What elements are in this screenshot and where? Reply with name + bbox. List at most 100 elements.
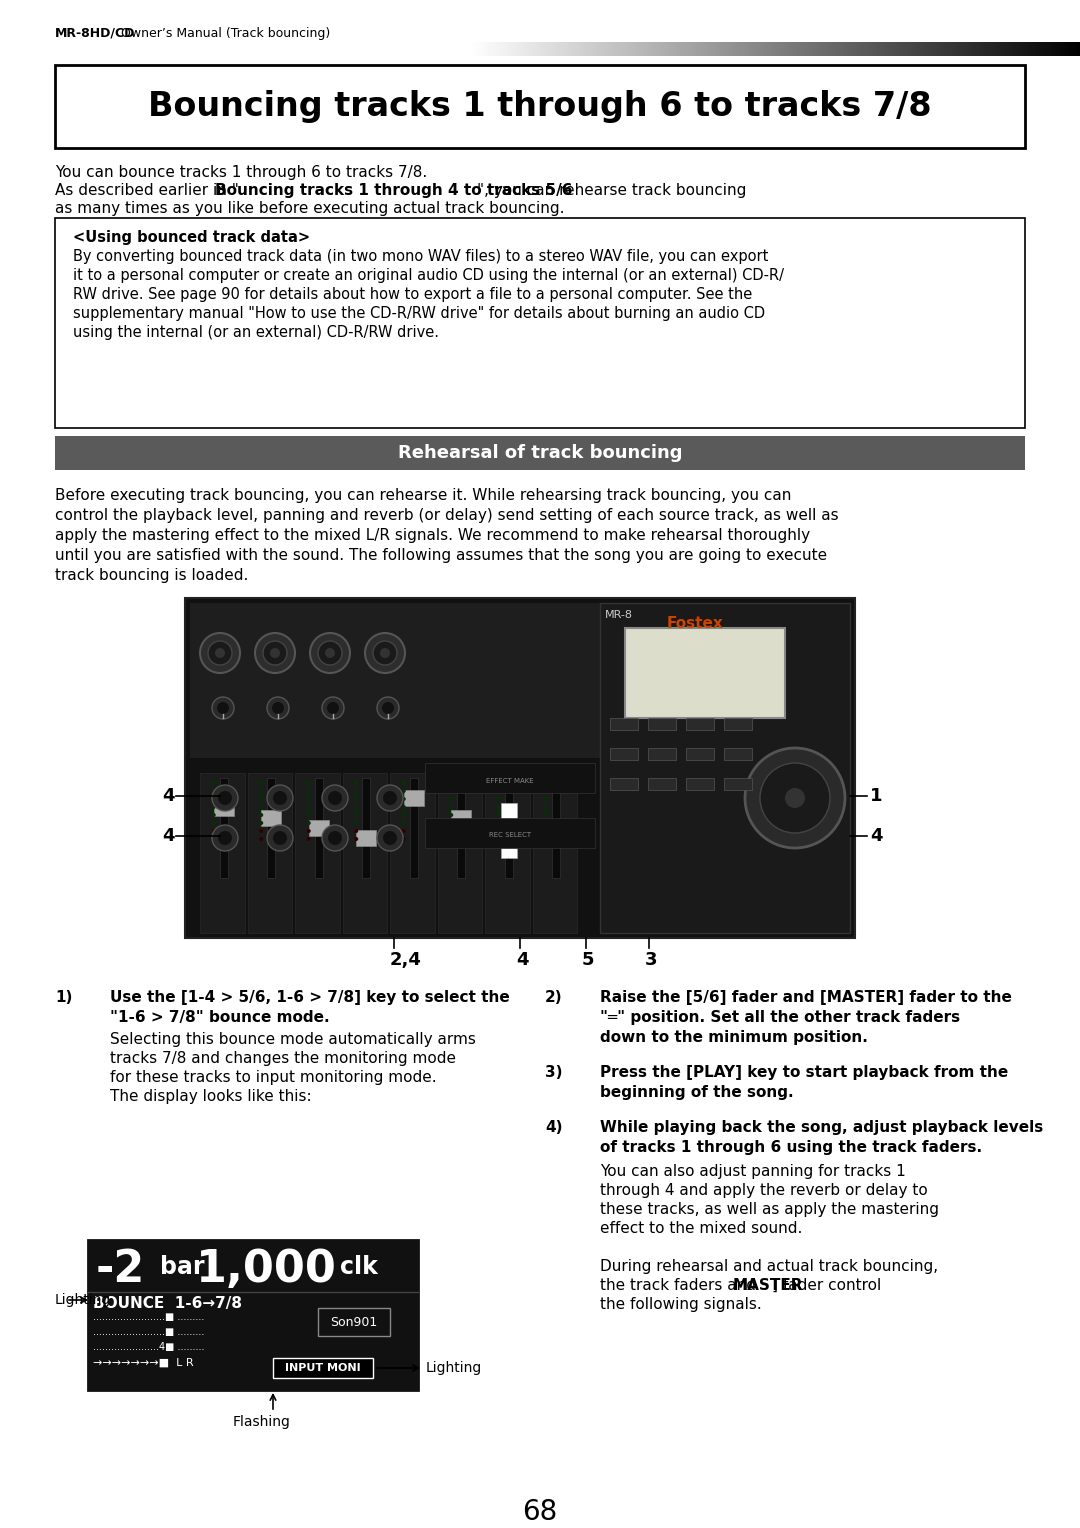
Bar <box>426 762 595 793</box>
Circle shape <box>259 805 264 808</box>
Bar <box>185 597 855 938</box>
Circle shape <box>273 792 287 805</box>
Bar <box>534 41 535 57</box>
Text: 2,4: 2,4 <box>390 950 422 969</box>
Text: 3): 3) <box>545 1065 563 1080</box>
Bar <box>485 773 529 934</box>
Bar <box>200 773 244 934</box>
Bar <box>813 41 815 57</box>
Bar <box>513 41 515 57</box>
Bar <box>1021 41 1023 57</box>
Bar <box>1007 41 1009 57</box>
Circle shape <box>212 825 238 851</box>
Bar <box>856 41 859 57</box>
Text: Lighting: Lighting <box>55 1293 111 1306</box>
Bar <box>677 41 679 57</box>
Bar <box>566 41 568 57</box>
Circle shape <box>200 633 240 672</box>
Circle shape <box>497 798 501 801</box>
Bar <box>912 41 914 57</box>
Bar <box>529 41 531 57</box>
Text: for these tracks to input monitoring mode.: for these tracks to input monitoring mod… <box>110 1070 436 1085</box>
Bar <box>937 41 940 57</box>
Text: You can also adjust panning for tracks 1: You can also adjust panning for tracks 1 <box>600 1164 906 1180</box>
Bar <box>720 41 723 57</box>
Bar <box>901 41 903 57</box>
Bar <box>1013 41 1015 57</box>
Bar <box>612 41 615 57</box>
Circle shape <box>267 825 293 851</box>
Bar <box>759 41 760 57</box>
Bar <box>704 41 706 57</box>
Bar <box>1062 41 1064 57</box>
Bar <box>889 41 891 57</box>
Text: ......................4■ .........: ......................4■ ......... <box>93 1342 204 1352</box>
Bar <box>741 41 742 57</box>
Bar <box>818 41 820 57</box>
Bar <box>481 41 482 57</box>
Circle shape <box>373 642 397 665</box>
Circle shape <box>328 831 342 845</box>
Text: 4): 4) <box>545 1120 563 1135</box>
Circle shape <box>212 788 216 793</box>
Text: →→→→→→→■  L R: →→→→→→→■ L R <box>93 1358 193 1368</box>
Bar <box>451 810 471 827</box>
Bar <box>693 41 696 57</box>
Bar <box>596 41 598 57</box>
Text: Raise the [5/6] fader and [MASTER] fader to the: Raise the [5/6] fader and [MASTER] fader… <box>600 990 1012 1005</box>
Circle shape <box>354 788 359 793</box>
Bar <box>1076 41 1078 57</box>
Bar <box>585 41 588 57</box>
Circle shape <box>785 788 805 808</box>
Bar <box>739 41 741 57</box>
Text: Press the [PLAY] key to start playback from the: Press the [PLAY] key to start playback f… <box>600 1065 1009 1080</box>
Bar <box>820 41 822 57</box>
Bar <box>940 41 942 57</box>
Bar <box>981 41 983 57</box>
Circle shape <box>212 837 216 840</box>
Circle shape <box>322 697 345 720</box>
Bar <box>499 821 518 836</box>
Bar <box>552 778 561 879</box>
Bar <box>1050 41 1052 57</box>
Bar <box>811 41 813 57</box>
Bar <box>769 41 771 57</box>
Text: Lighting: Lighting <box>426 1361 483 1375</box>
Bar <box>787 41 789 57</box>
Bar <box>846 41 848 57</box>
Bar <box>1015 41 1017 57</box>
Bar <box>247 773 292 934</box>
Bar <box>1045 41 1048 57</box>
Bar <box>863 41 864 57</box>
Bar <box>916 41 917 57</box>
Bar <box>527 41 529 57</box>
Circle shape <box>544 821 549 825</box>
Bar <box>638 41 640 57</box>
Circle shape <box>449 830 454 833</box>
Bar <box>1025 41 1027 57</box>
Bar <box>771 41 773 57</box>
Text: effect to the mixed sound.: effect to the mixed sound. <box>600 1221 802 1236</box>
Bar <box>836 41 838 57</box>
Circle shape <box>212 785 238 811</box>
Bar <box>675 41 677 57</box>
Bar <box>539 41 541 57</box>
Bar <box>509 41 511 57</box>
Bar <box>557 41 559 57</box>
Bar <box>732 41 734 57</box>
Bar <box>868 41 870 57</box>
Text: <Using bounced track data>: <Using bounced track data> <box>73 231 310 244</box>
Circle shape <box>745 749 845 848</box>
Bar <box>1036 41 1037 57</box>
Bar <box>686 41 688 57</box>
Bar <box>917 41 919 57</box>
Text: REC SELECT: REC SELECT <box>489 833 531 837</box>
Bar <box>700 41 702 57</box>
Bar <box>716 41 718 57</box>
Text: Fostex: Fostex <box>666 616 724 631</box>
Bar <box>723 41 725 57</box>
Bar <box>775 41 777 57</box>
Bar <box>903 41 905 57</box>
Text: bar: bar <box>160 1254 204 1279</box>
Text: ........................■ .........: ........................■ ......... <box>93 1313 204 1322</box>
